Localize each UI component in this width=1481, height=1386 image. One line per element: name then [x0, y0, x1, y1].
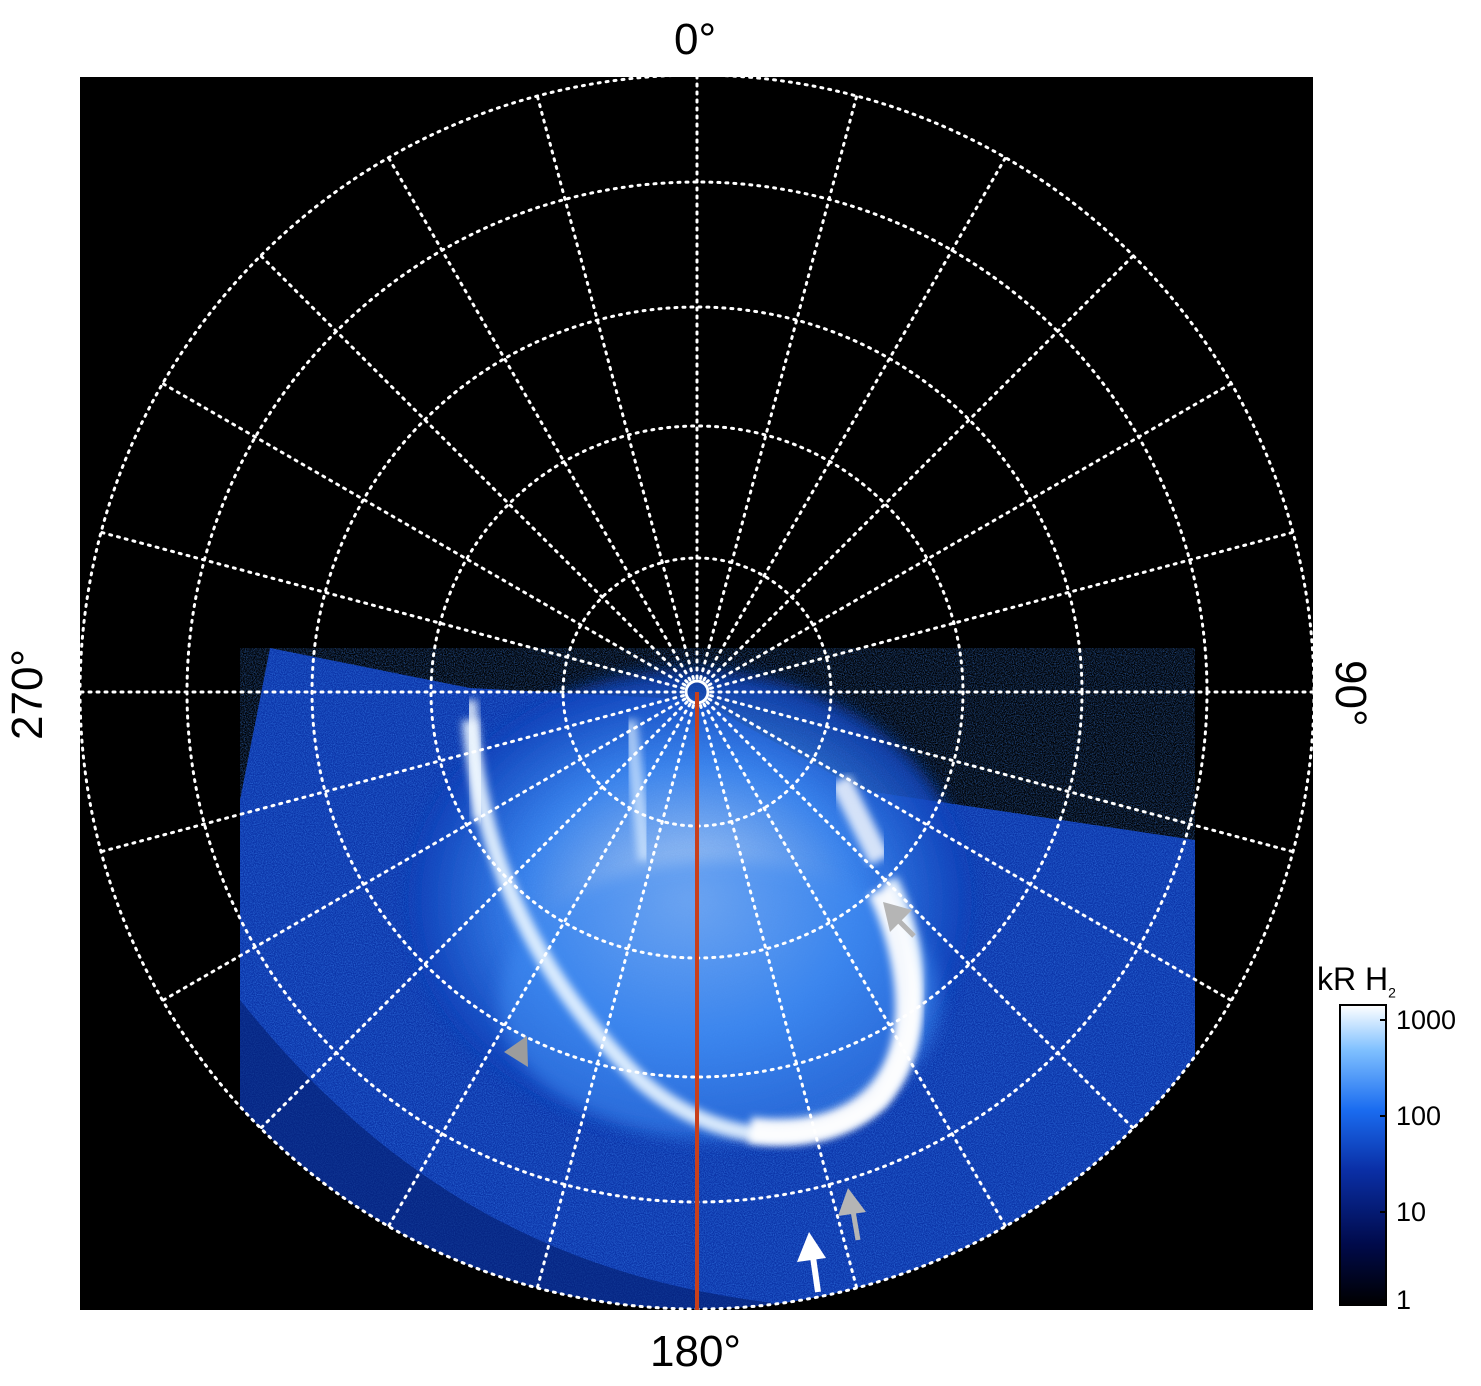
longitude-spoke	[259, 700, 689, 1130]
longitude-spoke	[259, 254, 689, 684]
longitude-spoke	[709, 530, 1295, 690]
gray-arrow-upper	[883, 902, 916, 938]
longitude-spoke	[702, 702, 1007, 1228]
colorbar-tick-label: 1000	[1396, 1005, 1457, 1035]
longitude-spoke	[99, 530, 685, 690]
longitude-spoke	[387, 702, 692, 1228]
colorbar-tick-label: 10	[1396, 1197, 1427, 1227]
longitude-spoke	[705, 254, 1135, 684]
longitude-spoke	[161, 382, 687, 687]
longitude-spoke	[707, 697, 1233, 1002]
colorbar-ticks	[1380, 1019, 1386, 1301]
longitude-label-180: 180°	[650, 1327, 742, 1376]
colorbar-tick-label: 1	[1396, 1285, 1412, 1315]
longitude-label-90: 90°	[1326, 660, 1375, 727]
gray-arrow-lower	[838, 1188, 866, 1241]
colorbar-title: kR H2	[1317, 961, 1396, 1001]
longitude-spoke	[707, 382, 1233, 687]
longitude-spoke	[387, 156, 692, 682]
longitude-label-0: 0°	[674, 15, 717, 64]
aurora-emission	[240, 648, 1195, 1309]
longitude-spoke	[702, 156, 1007, 682]
longitude-spoke	[709, 694, 1295, 854]
longitude-spoke	[161, 697, 687, 1002]
white-arrow	[797, 1232, 826, 1293]
longitude-spoke	[705, 700, 1135, 1130]
colorbar-tick-label: 100	[1396, 1101, 1442, 1131]
longitude-label-270: 270°	[3, 648, 52, 740]
longitude-spoke	[99, 694, 685, 854]
longitude-spoke	[699, 94, 859, 680]
longitude-spoke	[535, 94, 695, 680]
colorbar	[1339, 1004, 1387, 1306]
gray-arrow-left	[504, 1036, 528, 1067]
